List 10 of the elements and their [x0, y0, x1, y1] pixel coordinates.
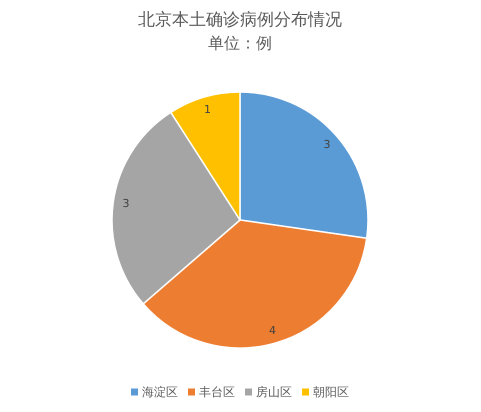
legend-label: 丰台区 [199, 385, 235, 399]
data-label: 1 [204, 102, 212, 116]
chart-subtitle: 单位：例 [208, 34, 272, 52]
data-label: 3 [122, 197, 130, 210]
legend-label: 房山区 [256, 385, 292, 399]
chart-title: 北京本土确诊病例分布情况 [138, 10, 342, 30]
legend-label: 海淀区 [142, 385, 178, 399]
data-label: 3 [324, 138, 331, 152]
legend-label: 朝阳区 [313, 385, 349, 399]
data-label: 4 [268, 324, 276, 338]
